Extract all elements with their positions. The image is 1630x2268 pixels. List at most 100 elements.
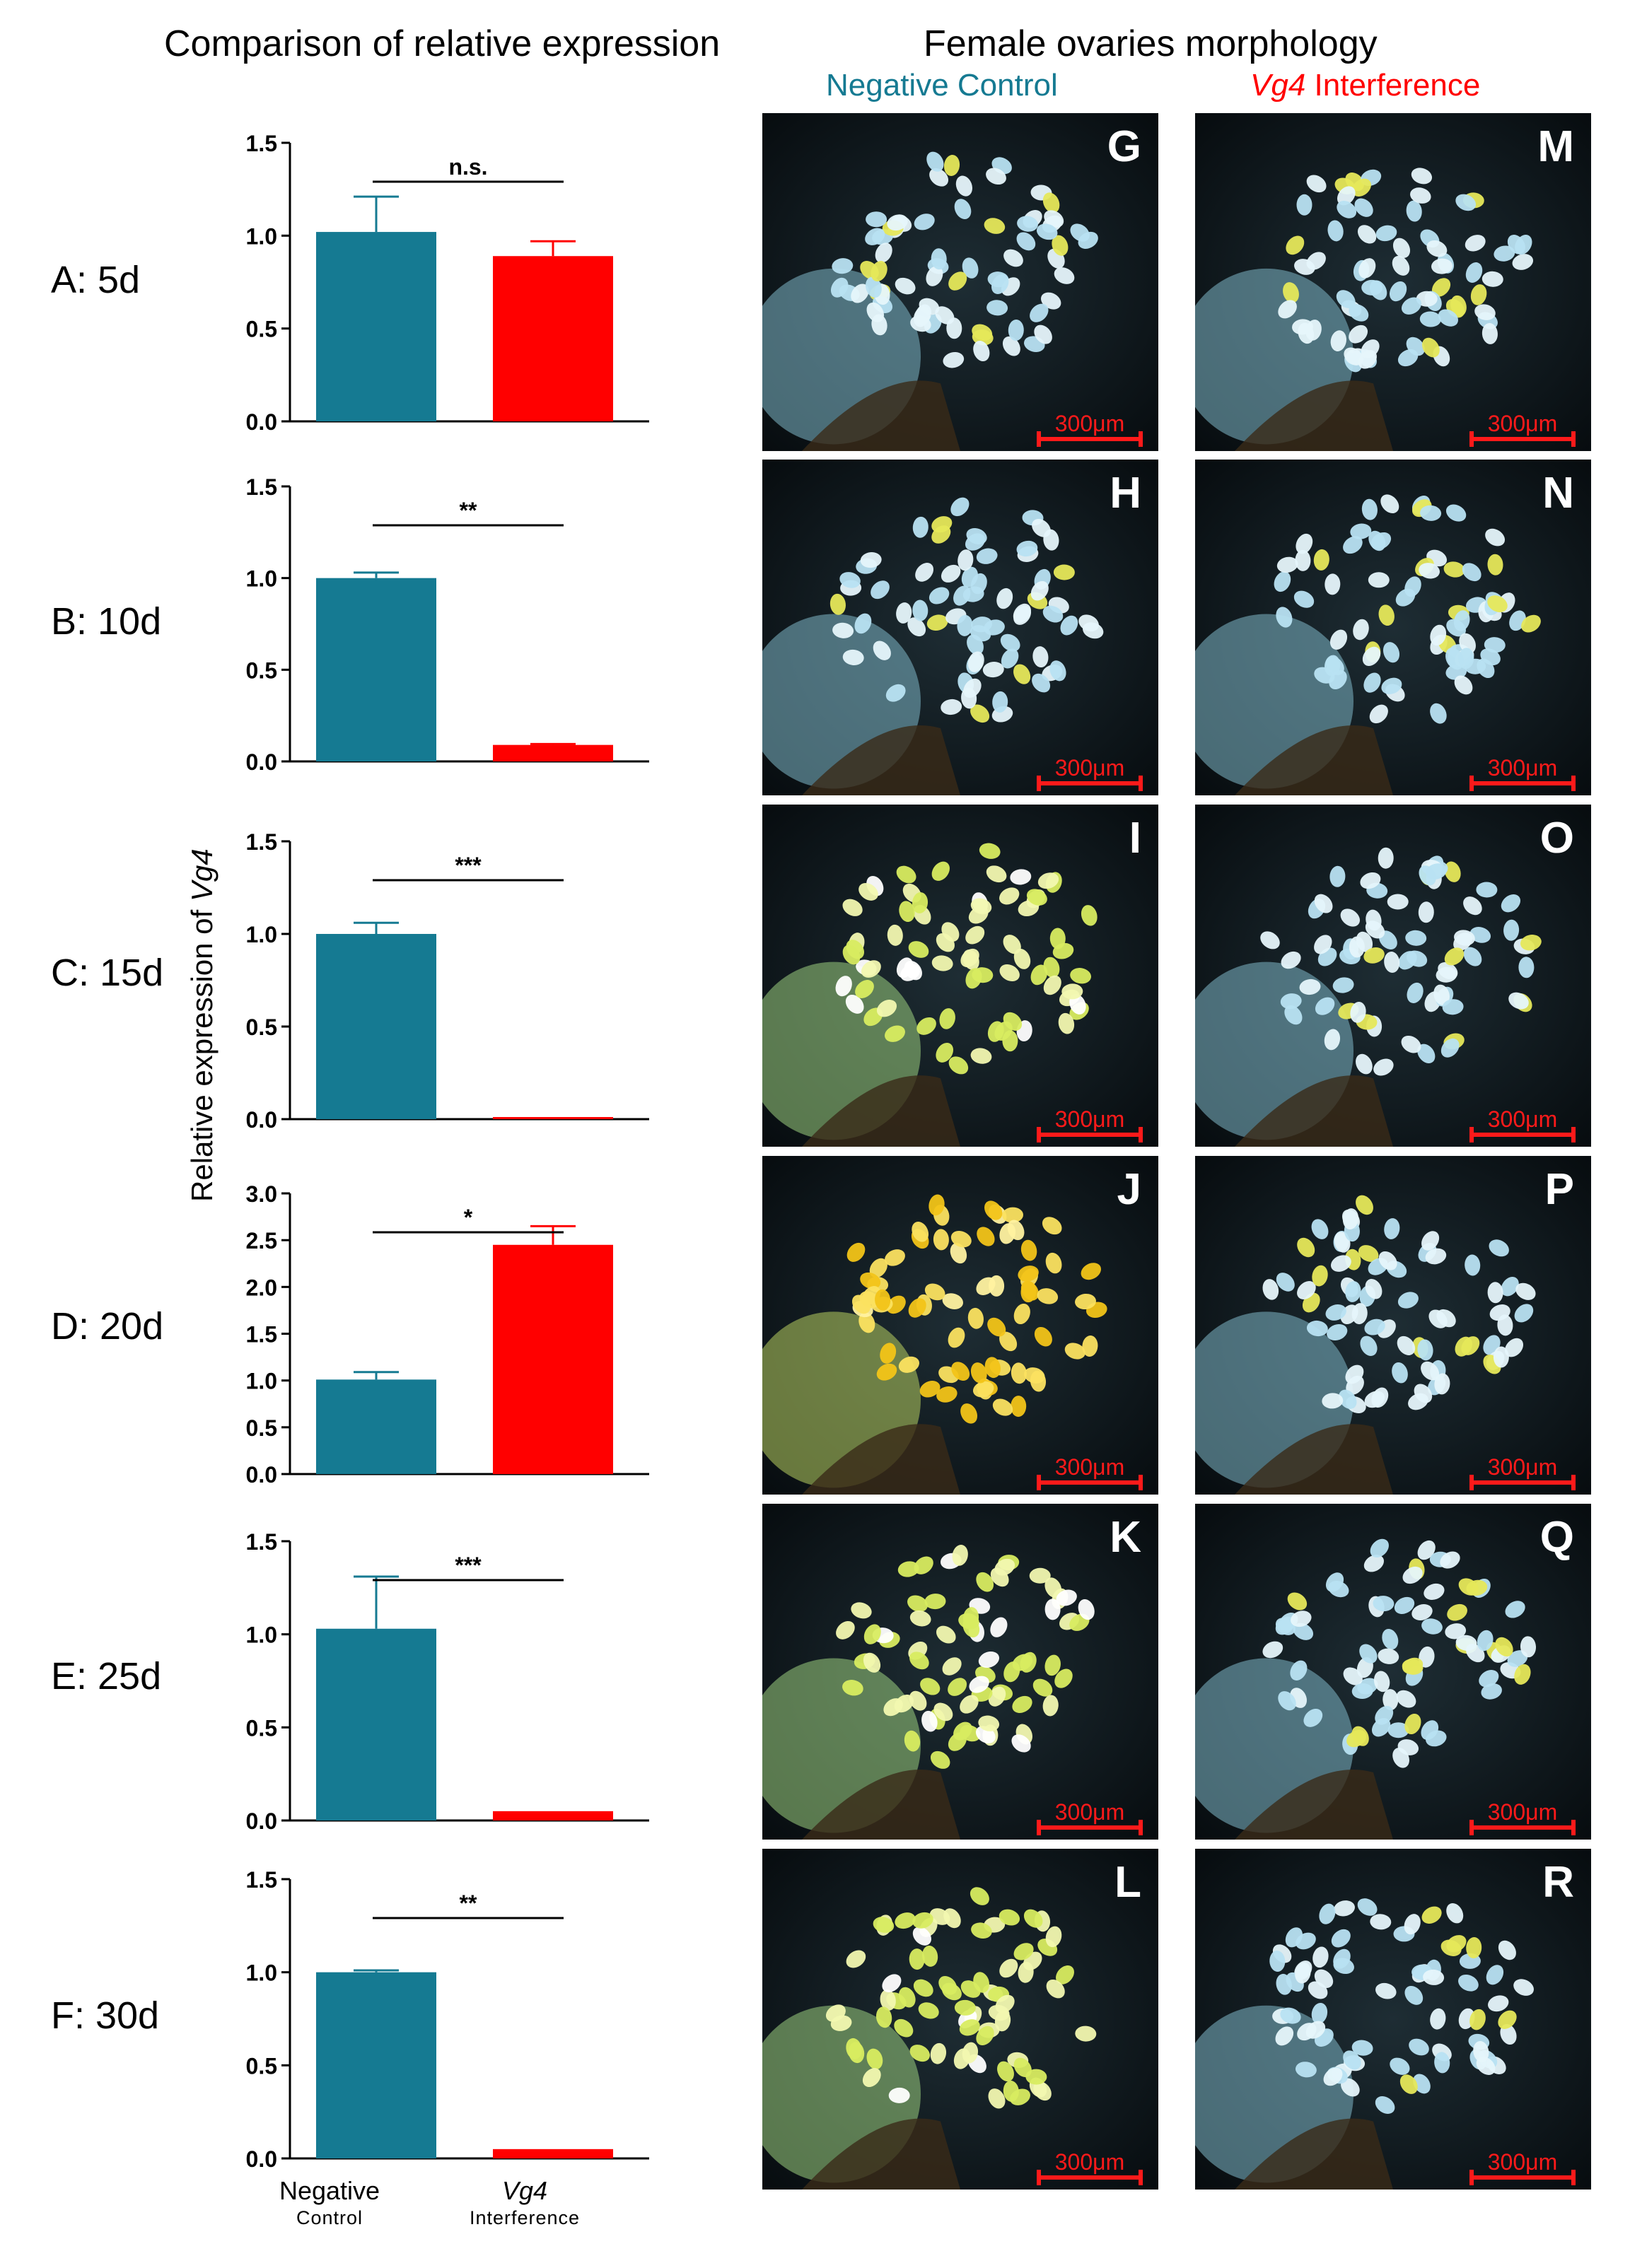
ovary-image: [762, 805, 1158, 1147]
scale-bar-label: 300μm: [1054, 2149, 1125, 2175]
photo-letter: K: [1110, 1513, 1141, 1562]
ovary-photo-o: O 300μm: [1195, 805, 1591, 1147]
ovary-image: [1195, 1156, 1591, 1495]
interference-header-label: Interference: [1305, 68, 1481, 103]
x-label-control: Control: [296, 2207, 363, 2228]
ovary-image: [1195, 460, 1591, 795]
ovary-image: [1195, 113, 1591, 451]
panel-label-b: B: 10d: [51, 600, 162, 643]
bar-charts: 0.0 0.5 1.0 1.5 n.s. 0.0 0.5 1.0 1.5 ** 0.0 0.5 1.0 1…: [246, 131, 649, 2172]
scale-bar-label: 300μm: [1054, 1454, 1125, 1480]
y-tick-label: 2.5: [246, 1228, 277, 1253]
scale-bar-line: [1469, 1475, 1576, 1490]
panel-label-a: A: 5d: [51, 259, 141, 301]
scale-bar-line: [1037, 1127, 1143, 1142]
bar-negative-control: [316, 1379, 436, 1474]
photo-letter: O: [1539, 814, 1574, 863]
ovary-photo-j: J 300μm: [762, 1156, 1158, 1495]
photo-letter: G: [1107, 122, 1141, 171]
scale-bar-line: [1037, 776, 1143, 791]
photo-letter: P: [1544, 1165, 1574, 1214]
scale-bar: 300μm: [1037, 2149, 1143, 2185]
significance-label: **: [460, 498, 477, 523]
photo-letter: I: [1129, 814, 1141, 863]
ovary-photo-h: H 300μm: [762, 460, 1158, 795]
scale-bar: 300μm: [1469, 756, 1576, 791]
significance-label: ***: [455, 1553, 482, 1578]
scale-bar: 300μm: [1037, 1106, 1143, 1142]
scale-bar: 300μm: [1037, 1800, 1143, 1835]
scale-bar-label: 300μm: [1054, 411, 1125, 436]
y-tick-label: 1.5: [246, 1322, 277, 1348]
panel-label-f: F: 30d: [51, 1994, 160, 2037]
significance-label: **: [460, 1890, 477, 1916]
y-tick-label: 0.5: [246, 2053, 277, 2079]
scale-bar-line: [1037, 2170, 1143, 2185]
bar-vg4-interference: [493, 1244, 613, 1474]
scale-bar-label: 300μm: [1487, 1454, 1558, 1480]
photo-letter: L: [1114, 1858, 1141, 1907]
photo-letter: M: [1537, 122, 1574, 171]
scale-bar: 300μm: [1469, 2149, 1576, 2185]
scale-bar: 300μm: [1469, 1799, 1576, 1835]
scale-bar-line: [1469, 1820, 1576, 1835]
y-tick-label: 0.0: [246, 409, 277, 435]
ovary-photo-m: M 300μm: [1195, 113, 1591, 451]
photo-letter: R: [1542, 1858, 1574, 1907]
interference-header-gene: Vg4: [1250, 68, 1306, 103]
ovary-image: [1195, 1504, 1591, 1840]
scale-bar: 300μm: [1037, 755, 1143, 791]
y-tick-label: 1.0: [246, 223, 277, 249]
significance-label: ***: [455, 853, 482, 878]
ovary-photo-n: N 300μm: [1195, 460, 1591, 795]
y-tick-label: 0.5: [246, 1015, 277, 1040]
ovary-photo-q: Q 300μm: [1195, 1504, 1591, 1840]
significance-label: n.s.: [448, 154, 487, 180]
y-tick-label: 0.5: [246, 1715, 277, 1741]
panel-label-d: D: 20d: [51, 1305, 164, 1348]
ovary-image: [1195, 805, 1591, 1147]
scale-bar-line: [1469, 431, 1576, 447]
y-tick-label: 1.0: [246, 1369, 277, 1394]
scale-bar-line: [1469, 2170, 1576, 2185]
scale-bar: 300μm: [1037, 1454, 1143, 1490]
y-tick-label: 1.5: [246, 829, 277, 855]
y-tick-label: 1.5: [246, 474, 277, 500]
scale-bar-label: 300μm: [1487, 411, 1558, 436]
scale-bar: 300μm: [1037, 411, 1143, 447]
y-tick-label: 1.0: [246, 922, 277, 947]
scale-bar-label: 300μm: [1054, 755, 1125, 781]
ovary-photo-i: I 300μm: [762, 805, 1158, 1147]
y-tick-label: 0.0: [246, 1462, 277, 1487]
ovary-image: [762, 1156, 1158, 1495]
y-tick-label: 1.0: [246, 1623, 277, 1648]
scale-bar-label: 300μm: [1054, 1106, 1125, 1132]
bar-negative-control: [316, 232, 436, 421]
right-column-title: Female ovaries morphology: [924, 23, 1378, 64]
y-tick-label: 0.5: [246, 317, 277, 342]
y-tick-label: 0.0: [246, 749, 277, 775]
bar-negative-control: [316, 578, 436, 761]
scale-bar-label: 300μm: [1487, 2149, 1558, 2175]
y-tick-label: 0.0: [246, 1808, 277, 1834]
y-tick-label: 3.0: [246, 1181, 277, 1207]
bar-vg4-interference: [493, 2149, 613, 2158]
ovary-photo-g: G 300μm: [762, 113, 1158, 451]
scale-bar-label: 300μm: [1487, 1106, 1558, 1132]
y-tick-label: 0.5: [246, 657, 277, 683]
bar-negative-control: [316, 1628, 436, 1820]
y-tick-label: 1.5: [246, 1867, 277, 1893]
negative-control-header: Negative Control: [826, 68, 1058, 103]
x-label-vg4: Vg4: [501, 2176, 548, 2205]
panel-label-c: C: 15d: [51, 952, 164, 994]
scale-bar-line: [1037, 1475, 1143, 1490]
x-label-negative: Negative: [279, 2176, 380, 2205]
ovary-photo-k: K 300μm: [762, 1504, 1158, 1840]
ovary-photo-l: L 300μm: [762, 1849, 1158, 2190]
ovary-photo-r: R 300μm: [1195, 1849, 1591, 2190]
scale-bar-label: 300μm: [1487, 1799, 1558, 1825]
ovary-photo-p: P 300μm: [1195, 1156, 1591, 1495]
y-tick-label: 1.0: [246, 566, 277, 592]
scale-bar: 300μm: [1469, 1454, 1576, 1490]
left-column-title: Comparison of relative expression: [164, 23, 721, 64]
